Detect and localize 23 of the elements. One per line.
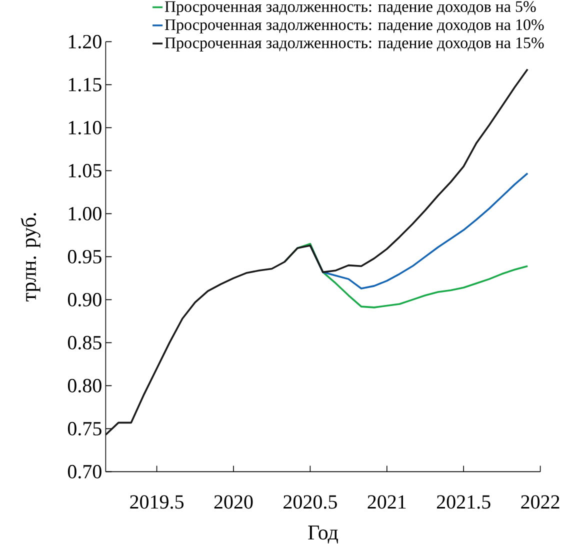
y-tick-label: 1.20: [68, 34, 102, 48]
x-tick-label: 2020.5: [284, 495, 337, 509]
y-tick-label: 0.95: [68, 250, 102, 264]
y-tick-label: 1.05: [68, 164, 102, 178]
y-tick-label: 1.10: [68, 120, 102, 134]
y-tick-label: 0.90: [68, 292, 102, 306]
y-tick-label: 0.70: [68, 464, 102, 478]
x-axis-title: Год: [308, 526, 338, 544]
y-tick-label: 0.75: [68, 422, 102, 436]
line-series: [104, 68, 528, 436]
y-tick-label: 1.15: [68, 78, 102, 92]
y-axis-title: трлн. руб.: [20, 213, 40, 302]
legend-label: Просроченная задолженность: падение доходов на 15%: [164, 37, 544, 52]
x-tick-label: 2019.5: [130, 495, 184, 509]
y-tick-label: 1.00: [68, 206, 102, 220]
x-tick-label: 2021.5: [436, 495, 490, 509]
x-tick-label: 2022: [521, 495, 560, 509]
legend-label: Просроченная задолженность: падение доходов на 10%: [164, 19, 544, 34]
x-tick-label: 2020: [214, 495, 253, 509]
legend-label: Просроченная задолженность: падение доходов на 5%: [164, 1, 536, 16]
x-tick-label: 2021: [368, 495, 406, 509]
y-tick-label: 0.85: [68, 336, 102, 350]
y-tick-label: 0.80: [68, 378, 102, 392]
